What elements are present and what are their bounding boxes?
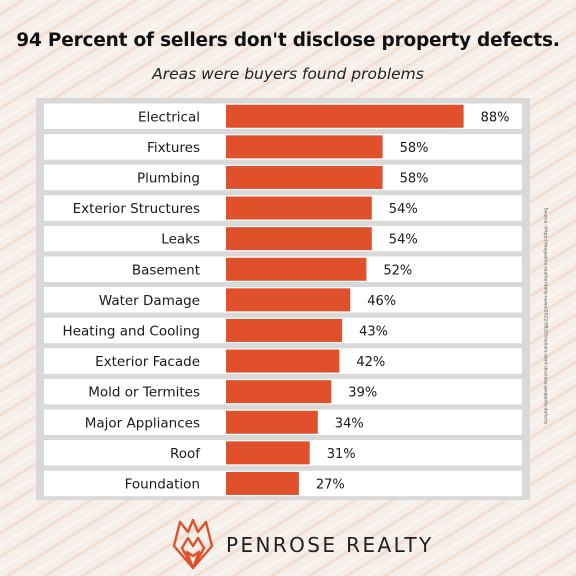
category-label: Leaks: [161, 232, 200, 248]
bar: [226, 441, 310, 465]
category-label: Exterior Facade: [95, 354, 200, 370]
bar: [226, 318, 343, 342]
category-label: Fixtures: [147, 140, 200, 156]
value-label: 46%: [367, 294, 396, 309]
bar: [226, 349, 340, 373]
bar: [226, 196, 372, 220]
value-label: 27%: [316, 477, 345, 492]
bar: [226, 471, 299, 495]
value-label: 42%: [356, 355, 385, 370]
category-label: Basement: [132, 262, 200, 278]
bar: [226, 288, 351, 312]
bar: [226, 380, 332, 404]
category-label: Exterior Structures: [73, 201, 200, 217]
category-label: Heating and Cooling: [63, 323, 200, 339]
category-label: Plumbing: [137, 170, 200, 186]
value-label: 58%: [400, 141, 429, 156]
source-note: Source: https://magazine.realtor/daily-n…: [542, 207, 548, 425]
bar: [226, 257, 367, 281]
chart-title: 94 Percent of sellers don't disclose pro…: [16, 30, 560, 51]
value-label: 31%: [327, 447, 356, 462]
category-label: Roof: [170, 446, 201, 462]
category-label: Mold or Termites: [88, 385, 200, 401]
category-label: Major Appliances: [85, 415, 200, 431]
bar: [226, 135, 383, 159]
value-label: 58%: [400, 171, 429, 186]
bar: [226, 104, 464, 128]
value-label: 43%: [359, 324, 388, 339]
category-label: Water Damage: [99, 293, 200, 309]
bar: [226, 165, 383, 189]
value-label: 39%: [348, 386, 377, 401]
bar-chart: Electrical 88% Fixtures 58% Plumbing 58% Exter…: [44, 103, 522, 497]
category-label: Electrical: [138, 109, 200, 125]
value-label: 88%: [481, 110, 510, 125]
category-label: Foundation: [125, 476, 200, 492]
bar: [226, 410, 318, 434]
chart-panel: Electrical 88% Fixtures 58% Plumbing 58% Exter…: [36, 98, 530, 500]
chart-subtitle: Areas were buyers found problems: [152, 65, 424, 83]
footer: PENROSE REALTY: [0, 512, 576, 572]
value-label: 54%: [389, 233, 418, 248]
flame-diamond-logo-icon: [172, 518, 214, 570]
value-label: 54%: [389, 202, 418, 217]
value-label: 52%: [383, 263, 412, 278]
brand-name: PENROSE REALTY: [226, 533, 434, 557]
bar: [226, 227, 372, 251]
value-label: 34%: [335, 416, 364, 431]
